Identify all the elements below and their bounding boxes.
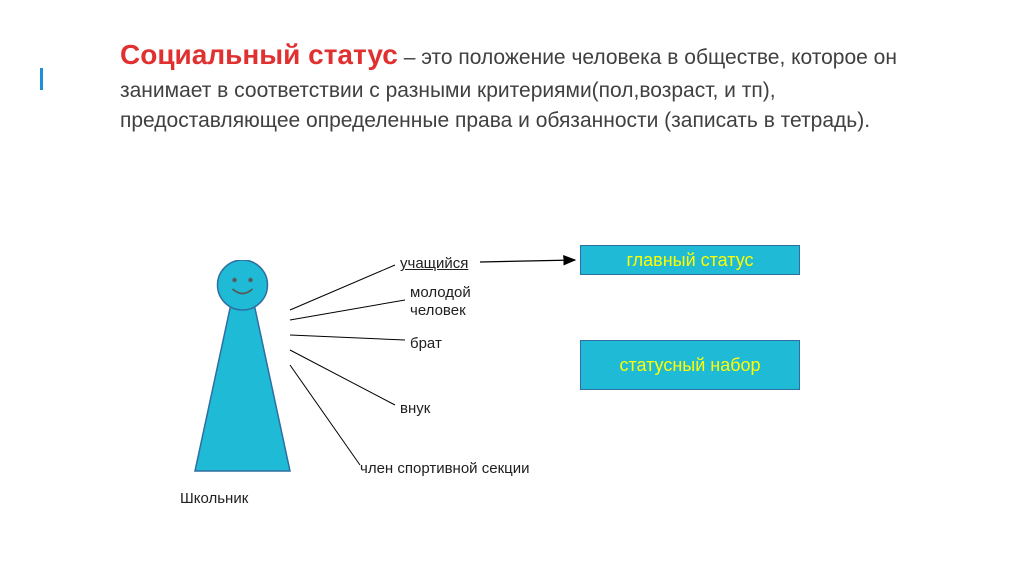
status-label: молодой человек bbox=[410, 284, 500, 320]
person-figure bbox=[190, 260, 295, 480]
status-box: статусный набор bbox=[580, 340, 800, 390]
accent-bar bbox=[40, 68, 43, 90]
status-label: внук bbox=[400, 400, 430, 418]
heading-title: Социальный статус bbox=[120, 39, 398, 70]
status-label: брат bbox=[410, 335, 442, 353]
status-label: учащийся bbox=[400, 255, 468, 273]
heading-block: Социальный статус – это положение челове… bbox=[120, 35, 900, 136]
figure-caption: Школьник bbox=[180, 490, 248, 507]
status-box: главный статус bbox=[580, 245, 800, 275]
status-label: член спортивной секции bbox=[360, 460, 529, 478]
